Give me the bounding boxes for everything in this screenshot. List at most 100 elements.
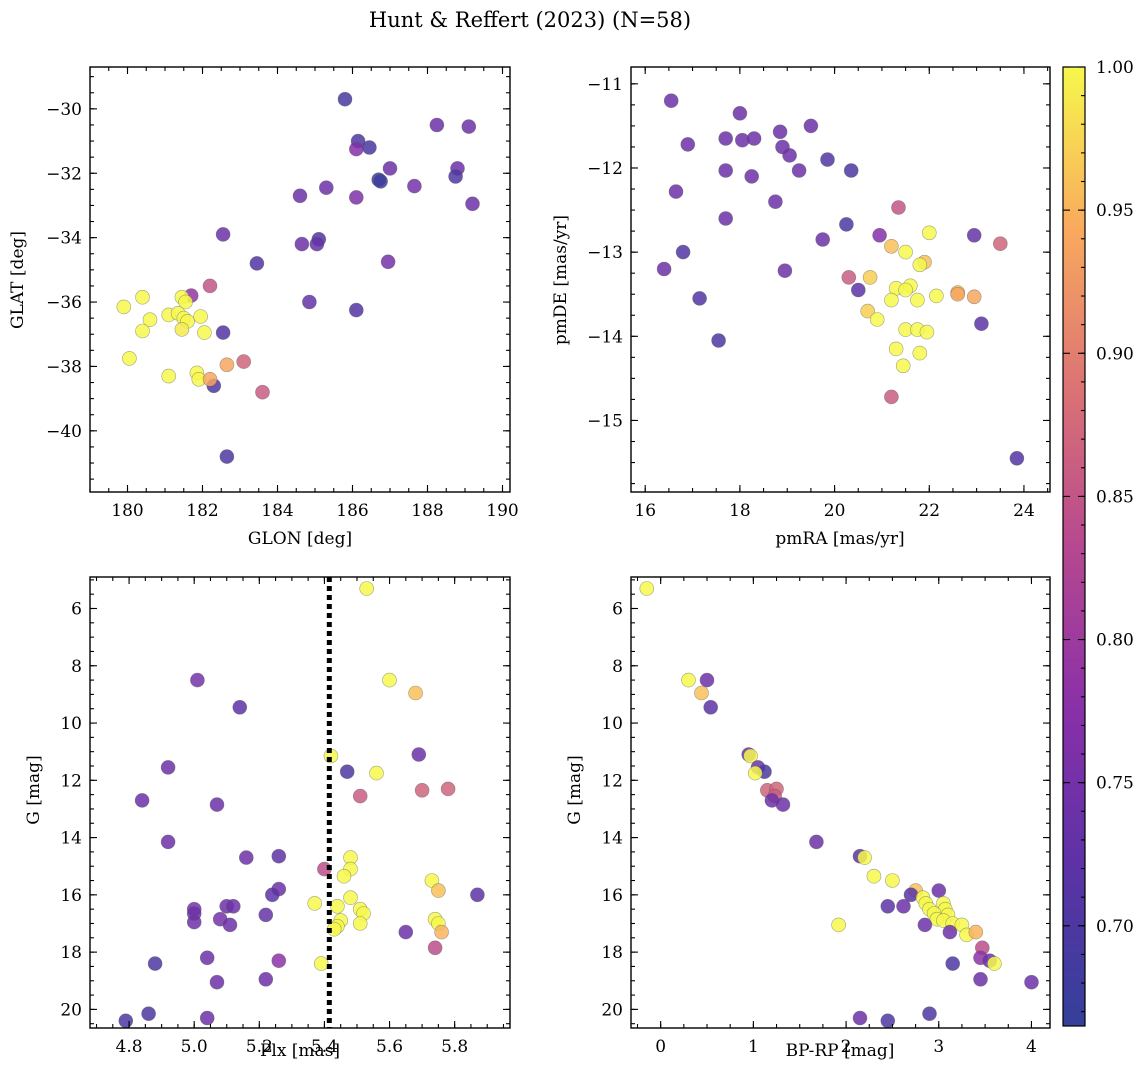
y-tick-label: 20 <box>601 1000 623 1020</box>
data-point <box>703 699 719 715</box>
data-point <box>782 148 797 163</box>
axes-frame <box>630 576 1051 1029</box>
x-tick-label: 4 <box>1026 1037 1037 1057</box>
data-point <box>382 161 398 176</box>
colorbar-tick-label: 0.90 <box>1096 344 1134 364</box>
y-axis-label: G [mag] <box>565 755 585 824</box>
data-point <box>271 953 287 969</box>
y-tick-label: 16 <box>60 886 82 906</box>
data-point <box>692 291 707 306</box>
data-point <box>681 672 696 688</box>
data-point <box>380 254 396 270</box>
data-point <box>271 848 287 864</box>
data-point <box>209 797 225 812</box>
data-point <box>966 289 982 305</box>
colorbar-tick-label: 0.95 <box>1096 201 1134 221</box>
data-point <box>680 137 696 152</box>
y-tick-label: −32 <box>46 164 82 184</box>
data-point <box>215 325 231 340</box>
y-tick-label: −40 <box>46 422 82 442</box>
data-point <box>862 270 878 285</box>
data-point <box>337 91 353 107</box>
data-point <box>919 324 935 340</box>
data-point <box>134 793 150 808</box>
colorbar-tick-label: 0.80 <box>1096 631 1134 651</box>
data-point <box>209 974 225 990</box>
y-tick-label: −14 <box>587 327 623 347</box>
data-point <box>992 236 1008 251</box>
x-tick-label: 24 <box>1013 501 1035 521</box>
x-tick-label: 18 <box>729 501 751 521</box>
data-point <box>369 765 384 781</box>
data-point <box>359 581 375 596</box>
y-axis-label: GLAT [deg] <box>8 231 28 329</box>
data-point <box>869 312 885 327</box>
colorbar-tick-label: 0.85 <box>1096 487 1134 507</box>
data-point <box>414 782 430 798</box>
data-point <box>313 956 329 971</box>
x-tick-label: 182 <box>186 501 218 521</box>
data-point <box>339 764 355 780</box>
data-point <box>639 581 655 596</box>
y-tick-label: −15 <box>587 411 623 431</box>
y-tick-label: −13 <box>587 243 623 263</box>
x-tick-label: 186 <box>336 501 368 521</box>
x-axis-label: BP-RP [mag] <box>786 1041 895 1061</box>
colorbar-tick-label: 0.70 <box>1096 917 1134 937</box>
data-point <box>968 924 984 940</box>
data-point <box>193 309 208 324</box>
data-point <box>362 140 377 155</box>
data-point <box>931 883 947 898</box>
y-tick-label: 20 <box>60 1000 82 1020</box>
data-point <box>896 898 911 914</box>
data-point <box>398 924 414 940</box>
data-point <box>966 228 982 243</box>
panel-proper-motion: pmRA [mas/yr] pmDE [mas/yr] 16 18 20 22 24 −1… <box>551 66 1051 549</box>
data-point <box>891 200 906 215</box>
data-point <box>699 672 715 688</box>
y-tick-label: −12 <box>587 159 623 179</box>
data-point <box>161 368 176 384</box>
axes-frame <box>89 576 511 1029</box>
data-point <box>336 868 352 884</box>
data-point <box>820 152 835 167</box>
data-point <box>888 341 904 357</box>
data-point <box>898 244 913 260</box>
x-tick-label: 2 <box>841 1037 852 1057</box>
data-point <box>160 834 176 850</box>
data-point <box>470 887 485 903</box>
data-point <box>352 788 368 804</box>
data-point <box>929 288 944 304</box>
data-point <box>1009 450 1025 466</box>
data-point <box>408 685 423 701</box>
data-point <box>884 239 899 254</box>
data-point <box>219 357 235 373</box>
data-point <box>974 316 989 332</box>
data-point <box>292 188 308 204</box>
y-tick-label: 12 <box>601 771 623 791</box>
data-point <box>427 940 443 956</box>
axes-frame <box>89 66 511 493</box>
data-point <box>465 196 480 212</box>
data-point <box>921 225 937 241</box>
data-points <box>639 581 1039 1029</box>
data-point <box>411 747 427 762</box>
x-tick-label: 3 <box>933 1037 944 1057</box>
data-point <box>249 256 265 271</box>
x-axis-label: GLON [deg] <box>248 529 352 549</box>
data-point <box>147 956 163 971</box>
x-tick-label: 180 <box>111 501 143 521</box>
y-tick-label: 8 <box>612 657 623 677</box>
data-point <box>718 131 734 146</box>
data-point <box>656 261 672 277</box>
data-point <box>190 672 205 688</box>
data-point <box>309 236 325 252</box>
axes-frame <box>630 66 1051 493</box>
data-point <box>880 898 896 914</box>
data-point <box>668 184 684 199</box>
data-point <box>942 924 958 940</box>
data-point <box>258 907 274 923</box>
data-point <box>831 917 846 933</box>
data-point <box>232 699 248 715</box>
x-tick-label: 0 <box>655 1037 666 1057</box>
